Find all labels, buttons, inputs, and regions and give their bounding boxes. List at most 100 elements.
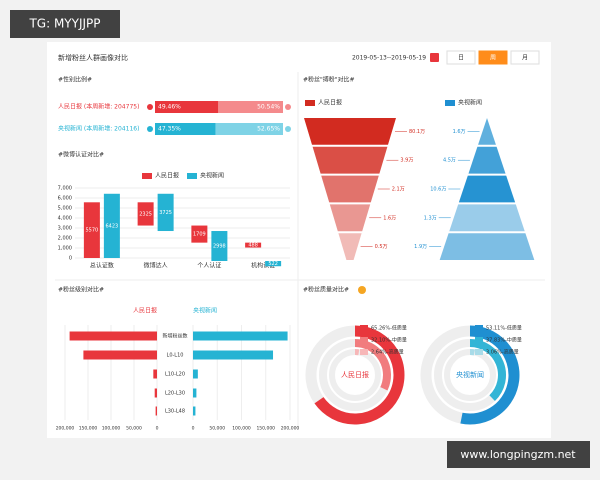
panel-title: #粉丝"搏粉"对比# (303, 76, 355, 84)
funnel-layer (439, 233, 535, 260)
funnel-layer (458, 175, 516, 203)
row-label: 人民日报 (本周新增: 204775) (58, 103, 139, 111)
site: www.longpingzm.net (460, 448, 576, 461)
ring-arc (460, 325, 520, 425)
funnel-layer (478, 118, 496, 145)
legend-label: 3.06%-高质量 (486, 349, 519, 356)
split-bar (155, 123, 216, 135)
funnel-label: 1.6万 (453, 129, 466, 135)
bar (193, 388, 197, 398)
bar-label: 522 (268, 261, 278, 267)
y-tick-label: 5,000 (58, 206, 72, 212)
ring-arc (469, 339, 506, 401)
period-button-label[interactable]: 周 (490, 55, 496, 62)
ring-arc (354, 339, 391, 391)
split-bar (155, 101, 219, 113)
funnel-label: 1.9万 (414, 244, 427, 250)
funnel-label: 80.1万 (409, 129, 425, 135)
legend-label: 人民日报 (155, 172, 179, 180)
waterfall-bar (103, 193, 120, 258)
legend-swatch (475, 325, 483, 331)
bar (193, 406, 196, 416)
legend-label: 2.64%-高质量 (371, 349, 404, 356)
legend-label: 65.26%-低质量 (371, 325, 407, 332)
category-label: L0-L10 (167, 353, 184, 359)
category-label: L10-L20 (165, 372, 185, 378)
x-tick-label: 总认证数 (90, 262, 114, 270)
x-tick-label: 200,000 (56, 426, 75, 432)
period-button[interactable] (510, 50, 540, 65)
category-label: L30-L48 (165, 409, 185, 415)
legend-swatch (445, 100, 455, 106)
legend-swatch (475, 349, 483, 355)
panel-title: #粉丝级别对比# (58, 286, 104, 294)
x-tick-label: 50,000 (209, 426, 225, 432)
bar-label: 1709 (193, 232, 206, 238)
x-tick-label: 微博达人 (144, 262, 168, 270)
series-label: 人民日报 (133, 307, 157, 315)
legend-label: 32.10%-中质量 (371, 337, 407, 344)
panel-title: #微博认证对比# (58, 151, 104, 159)
waterfall-bar (211, 231, 228, 261)
split-label: 50.54% (257, 104, 280, 111)
waterfall-bar (191, 225, 208, 243)
legend-swatch (305, 100, 315, 106)
bar (154, 388, 157, 398)
legend-label: 37.83%-中质量 (486, 337, 522, 344)
y-tick-label: 2,000 (58, 236, 72, 242)
funnel-layer (312, 146, 388, 174)
x-tick-label: 200,000 (281, 426, 300, 432)
funnel-layer (468, 146, 506, 174)
funnel-layer (321, 175, 379, 203)
legend-swatch (360, 349, 368, 355)
x-tick-label: 机构认证 (251, 262, 275, 270)
row-label: 央视新闻 (本周新增: 204116) (58, 125, 139, 133)
ring-arc (314, 325, 405, 425)
panel-title: #性别比例# (58, 76, 92, 84)
legend-swatch (475, 337, 483, 343)
funnel-label: 0.5万 (375, 244, 388, 250)
panel-title: #粉丝质量对比# (303, 286, 349, 294)
help-icon (358, 286, 366, 294)
split-bar (215, 123, 283, 135)
funnel-label: 3.9万 (400, 158, 413, 164)
y-tick-label: 6,000 (58, 196, 72, 202)
funnel-label: 4.5万 (443, 158, 456, 164)
category-label: L20-L30 (165, 391, 185, 397)
x-tick-label: 50,000 (126, 426, 142, 432)
split-label: 52.65% (257, 126, 280, 133)
donut-center: 人民日报 (341, 370, 369, 379)
male-icon (147, 126, 153, 132)
bar-label: 488 (248, 243, 258, 249)
x-tick-label: 个人认证 (197, 262, 221, 270)
bar (153, 369, 157, 379)
funnel-layer (449, 204, 525, 232)
category-label: 新增粉丝数 (162, 333, 187, 340)
bar (155, 406, 157, 416)
funnel-label: 1.6万 (383, 215, 396, 221)
funnel-layer (329, 204, 371, 232)
female-icon (285, 104, 291, 110)
donut-center: 央视新闻 (456, 370, 484, 379)
watermark: TG: MYYJJPP (28, 17, 100, 31)
period-button-label[interactable]: 日 (458, 55, 464, 62)
watermark-box (10, 10, 120, 38)
bar (83, 350, 157, 360)
period-button-label[interactable]: 月 (522, 55, 528, 62)
bar-label: 6423 (106, 223, 119, 229)
x-tick-label: 0 (192, 426, 195, 432)
x-tick-label: 100,000 (102, 426, 121, 432)
bar (193, 350, 274, 360)
split-bar (218, 101, 283, 113)
period-button[interactable] (446, 50, 476, 65)
funnel-label: 10.6万 (430, 187, 446, 193)
site-box (447, 441, 590, 468)
x-tick-label: 150,000 (79, 426, 98, 432)
bar (69, 331, 157, 341)
legend-label: 53.11%-低质量 (486, 325, 522, 332)
calendar-icon (430, 53, 439, 62)
date-range: 2019-05-13--2019-05-19 (352, 55, 426, 62)
period-button[interactable] (478, 50, 508, 65)
y-tick-label: 0 (69, 256, 72, 262)
